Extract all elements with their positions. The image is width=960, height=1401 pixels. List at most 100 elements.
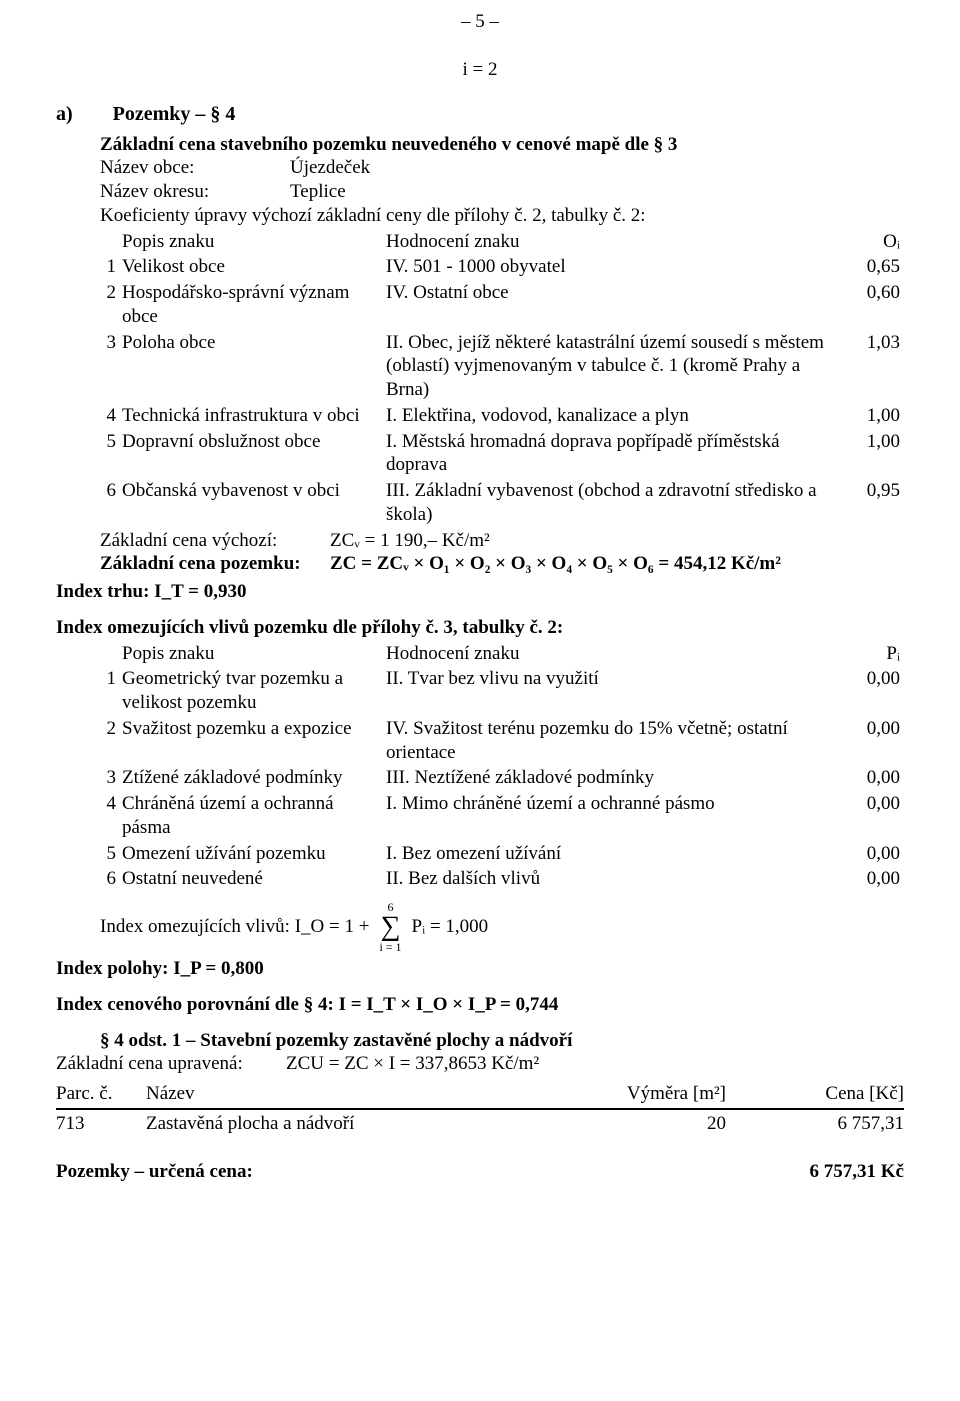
th-pi: Pᵢ (840, 642, 904, 668)
value-nazev-obce: Újezdeček (290, 156, 370, 180)
th-hodnoceni: Hodnocení znaku (386, 230, 840, 256)
table-oi: Popis znaku Hodnocení znaku Oᵢ 1 Velikos… (100, 230, 904, 529)
row-nazev-obce: Název obce: Újezdeček (100, 156, 904, 180)
final-price-line: Pozemky – určená cena: 6 757,31 Kč (56, 1160, 904, 1184)
cell-name: Ztížené základové podmínky (122, 766, 386, 792)
cell-vymera: 20 (526, 1110, 726, 1138)
cell-num: 1 (100, 255, 122, 281)
final-label: Pozemky – určená cena: (56, 1160, 253, 1184)
cell-num: 2 (100, 281, 122, 331)
zcu-value: ZCU = ZC × I = 337,8653 Kč/m² (286, 1052, 539, 1076)
section-letter: a) (56, 102, 73, 127)
cell-name: Geometrický tvar pozemku a velikost poze… (122, 667, 386, 717)
th-oi: Oᵢ (840, 230, 904, 256)
cell-name: Ostatní neuvedené (122, 867, 386, 893)
cell-num: 2 (100, 717, 122, 767)
th-hodnoceni: Hodnocení znaku (386, 642, 840, 668)
io-pre: Index omezujících vlivů: I_O = 1 + (100, 915, 369, 939)
cell-desc: IV. Ostatní obce (386, 281, 840, 331)
cell-desc: I. Mimo chráněné území a ochranné pásmo (386, 792, 840, 842)
zc-vychozi-label: Základní cena výchozí: (100, 529, 330, 553)
section-heading: a) Pozemky – § 4 (56, 102, 904, 127)
page: – 5 – i = 2 a) Pozemky – § 4 Základní ce… (0, 0, 960, 1401)
table-row: 1 Geometrický tvar pozemku a velikost po… (100, 667, 904, 717)
parc-table-header: Parc. č. Název Výměra [m²] Cena [Kč] (56, 1080, 904, 1110)
cell-desc: I. Elektřina, vodovod, kanalizace a plyn (386, 404, 840, 430)
cell-name: Občanská vybavenost v obci (122, 479, 386, 529)
table-row: 3 Ztížené základové podmínky III. Neztíž… (100, 766, 904, 792)
koeficienty-heading: Koeficienty úpravy výchozí základní ceny… (100, 204, 904, 228)
cell-num: 4 (100, 792, 122, 842)
cell-num: 3 (100, 331, 122, 404)
cell-name: Svažitost pozemku a expozice (122, 717, 386, 767)
cell-val: 0,00 (840, 842, 904, 868)
cell-name: Poloha obce (122, 331, 386, 404)
table-row: 4 Technická infrastruktura v obci I. Ele… (100, 404, 904, 430)
value-nazev-okresu: Teplice (290, 180, 346, 204)
cell-val: 0,00 (840, 667, 904, 717)
cell-name: Omezení užívání pozemku (122, 842, 386, 868)
cell-cena: 6 757,31 (726, 1110, 904, 1138)
cell-val: 1,00 (840, 430, 904, 480)
base-price-heading: Základní cena stavebního pozemku neuvede… (100, 133, 904, 157)
th-popis: Popis znaku (122, 642, 386, 668)
section-title: Pozemky – § 4 (113, 102, 236, 127)
table-row: 5 Omezení užívání pozemku I. Bez omezení… (100, 842, 904, 868)
zc-vychozi-value: ZCᵥ = 1 190,– Kč/m² (330, 529, 490, 553)
table-row: 4 Chráněná území a ochranná pásma I. Mim… (100, 792, 904, 842)
cell-val: 0,00 (840, 792, 904, 842)
cell-val: 0,00 (840, 717, 904, 767)
cell-name: Dopravní obslužnost obce (122, 430, 386, 480)
cell-desc: I. Městská hromadná doprava popřípadě př… (386, 430, 840, 480)
cell-num: 5 (100, 430, 122, 480)
table-row: 1 Velikost obce IV. 501 - 1000 obyvatel … (100, 255, 904, 281)
parc-table-row: 713 Zastavěná plocha a nádvoří 20 6 757,… (56, 1110, 904, 1138)
table-row: 3 Poloha obce II. Obec, jejíž některé ka… (100, 331, 904, 404)
cell-val: 0,00 (840, 766, 904, 792)
cell-num: 5 (100, 842, 122, 868)
zc-pozemku-value: ZC = ZCᵥ × O₁ × O₂ × O₃ × O₄ × O₅ × O₆ =… (330, 552, 781, 576)
zc-pozemku-label: Základní cena pozemku: (100, 552, 330, 576)
cell-num: 3 (100, 766, 122, 792)
cell-desc: III. Základní vybavenost (obchod a zdrav… (386, 479, 840, 529)
sigma-symbol: ∑ (381, 913, 401, 941)
th-parc: Parc. č. (56, 1080, 146, 1108)
page-number: – 5 – (56, 10, 904, 34)
zcu-label: Základní cena upravená: (56, 1052, 286, 1076)
cell-desc: I. Bez omezení užívání (386, 842, 840, 868)
cell-desc: II. Tvar bez vlivu na využití (386, 667, 840, 717)
cell-name: Technická infrastruktura v obci (122, 404, 386, 430)
io-line: Index omezujících vlivů: I_O = 1 + 6 ∑ i… (100, 901, 904, 953)
label-nazev-obce: Název obce: (100, 156, 290, 180)
table-pi: Popis znaku Hodnocení znaku Pᵢ 1 Geometr… (100, 642, 904, 894)
cell-desc: III. Neztížené základové podmínky (386, 766, 840, 792)
th-popis: Popis znaku (122, 230, 386, 256)
cell-num: 6 (100, 867, 122, 893)
table-row: 6 Občanská vybavenost v obci III. Základ… (100, 479, 904, 529)
table-row: 2 Hospodářsko-správní význam obce IV. Os… (100, 281, 904, 331)
cell-desc: IV. Svažitost terénu pozemku do 15% včet… (386, 717, 840, 767)
sigma-icon: 6 ∑ i = 1 (379, 901, 401, 953)
cell-desc: II. Obec, jejíž některé katastrální územ… (386, 331, 840, 404)
cell-desc: IV. 501 - 1000 obyvatel (386, 255, 840, 281)
cell-num: 1 (100, 667, 122, 717)
cell-desc: II. Bez dalších vlivů (386, 867, 840, 893)
sigma-bottom: i = 1 (379, 941, 401, 953)
table-row: 6 Ostatní neuvedené II. Bez dalších vliv… (100, 867, 904, 893)
p4-heading: § 4 odst. 1 – Stavební pozemky zastavěné… (100, 1029, 904, 1053)
table-row: 2 Svažitost pozemku a expozice IV. Svaži… (100, 717, 904, 767)
th-vymera: Výměra [m²] (526, 1080, 726, 1108)
cell-nazev: Zastavěná plocha a nádvoří (146, 1110, 526, 1138)
omez-heading: Index omezujících vlivů pozemku dle příl… (56, 616, 904, 640)
table-pi-header: Popis znaku Hodnocení znaku Pᵢ (100, 642, 904, 668)
cell-val: 1,03 (840, 331, 904, 404)
cell-num: 6 (100, 479, 122, 529)
io-post: Pᵢ = 1,000 (412, 915, 489, 939)
cell-num: 4 (100, 404, 122, 430)
zcu-line: Základní cena upravená: ZCU = ZC × I = 3… (56, 1052, 904, 1076)
zc-vychozi-line: Základní cena výchozí: ZCᵥ = 1 190,– Kč/… (100, 529, 904, 553)
cell-val: 0,65 (840, 255, 904, 281)
th-nazev: Název (146, 1080, 526, 1108)
cell-val: 1,00 (840, 404, 904, 430)
cell-name: Velikost obce (122, 255, 386, 281)
